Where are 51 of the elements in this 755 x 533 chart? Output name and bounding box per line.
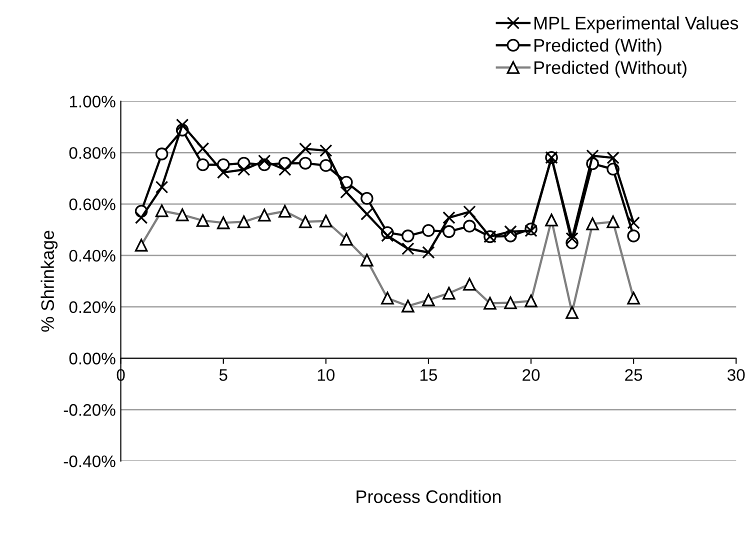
point (422, 224, 435, 237)
point (237, 163, 250, 176)
point (463, 220, 476, 233)
y-tick-label: -0.40% (64, 455, 116, 468)
point (504, 225, 517, 238)
x-tick-label: 25 (625, 369, 642, 381)
point (196, 158, 210, 172)
point (299, 156, 312, 170)
point (422, 246, 435, 259)
point (176, 118, 189, 132)
point (566, 232, 578, 245)
x-tick-label: 30 (727, 369, 745, 381)
point (155, 148, 168, 160)
point (360, 192, 374, 205)
y-tick-label: 0.00% (69, 352, 116, 364)
legend-label: MPL Experimental Values (534, 16, 738, 34)
point (216, 166, 230, 179)
point (381, 229, 394, 242)
x-tick-label: 5 (219, 369, 228, 381)
point (299, 142, 312, 156)
point (442, 211, 456, 224)
point (258, 154, 271, 168)
x-tick-label: 15 (420, 369, 438, 381)
y-tick-label: 1.00% (70, 96, 116, 108)
point (586, 149, 599, 162)
point (463, 205, 476, 218)
point (155, 180, 168, 194)
y-tick-label: 0.80% (69, 147, 116, 159)
x-tick-label: 20 (522, 369, 540, 381)
point (402, 230, 414, 242)
y-axis-title: % Shrinkage (40, 230, 58, 332)
point (278, 163, 292, 176)
point (606, 151, 620, 164)
x-axis-title: Process Condition (356, 490, 501, 504)
point (402, 242, 414, 256)
legend-label: Predicted (With) (534, 38, 662, 56)
point (134, 211, 148, 224)
y-tick-label: 0.60% (69, 198, 116, 210)
point (360, 208, 374, 220)
point (340, 186, 353, 199)
y-tick-label: 0.40% (69, 250, 116, 262)
point (196, 142, 210, 155)
y-tick-label: 0.20% (69, 301, 116, 314)
point (627, 216, 640, 230)
point (627, 230, 640, 242)
point (442, 225, 456, 238)
legend-label: Predicted (Without) (534, 60, 686, 78)
y-tick-label: -0.20% (64, 404, 116, 416)
point (320, 144, 332, 157)
x-tick-label: 10 (318, 369, 335, 381)
point (320, 159, 332, 172)
